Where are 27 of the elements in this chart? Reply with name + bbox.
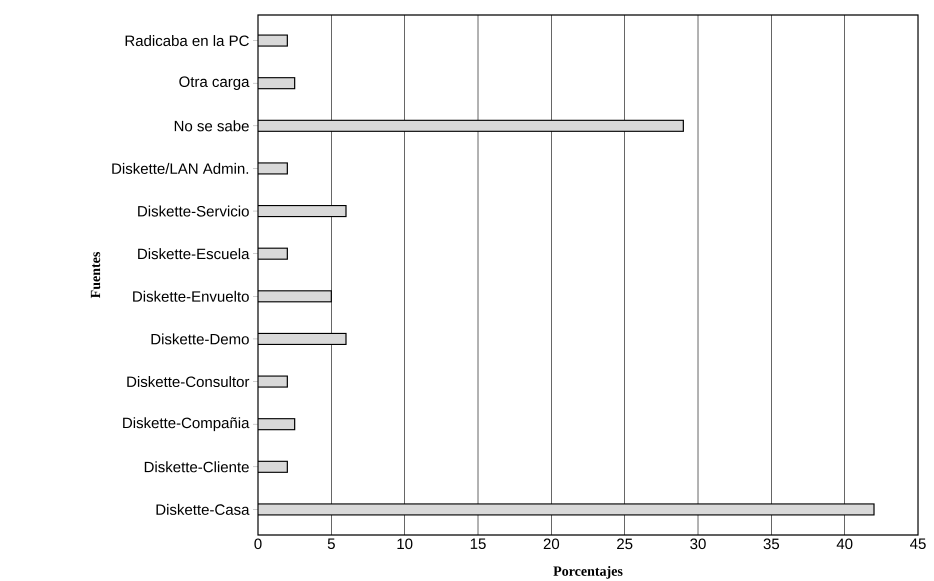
y-tick-label: Diskette-Consultor bbox=[127, 376, 250, 388]
bar bbox=[258, 503, 875, 516]
x-tick-label: 35 bbox=[764, 538, 780, 550]
x-tick-label: 5 bbox=[328, 538, 335, 549]
x-tick-label: 0 bbox=[254, 538, 262, 550]
y-tick-label: Diskette-Cliente bbox=[144, 461, 249, 472]
y-tick-label: Diskette-Demo bbox=[151, 333, 249, 344]
bar bbox=[258, 204, 347, 218]
y-tick-label: Diskette/LAN Admin. bbox=[112, 162, 248, 174]
x-tick-label: 10 bbox=[397, 538, 412, 550]
bar bbox=[258, 332, 347, 346]
x-tick-label: 25 bbox=[617, 538, 632, 550]
x-tick-label: 45 bbox=[910, 538, 926, 549]
x-tick-label: 40 bbox=[836, 538, 852, 550]
y-tick-label: Otra carga bbox=[179, 76, 250, 90]
y-tick-label: Radicaba en la PC bbox=[126, 35, 249, 46]
y-tick-label: Diskette-Envuelto bbox=[133, 290, 249, 302]
y-tick-label: Diskette-Escuela bbox=[138, 248, 250, 260]
x-tick-label: 20 bbox=[544, 538, 560, 550]
y-tick-label: Diskette-Servicio bbox=[138, 206, 249, 217]
y-tick-label: No se sabe bbox=[174, 120, 249, 132]
y-tick-label: Diskette-Compañia bbox=[123, 417, 250, 432]
x-tick-label: 15 bbox=[470, 538, 486, 549]
y-tick-label: Diskette-Casa bbox=[156, 504, 250, 515]
y-axis-title: Fuentes bbox=[90, 252, 100, 298]
x-tick-label: 30 bbox=[690, 538, 706, 550]
x-axis-title: Porcentajes bbox=[553, 566, 623, 579]
